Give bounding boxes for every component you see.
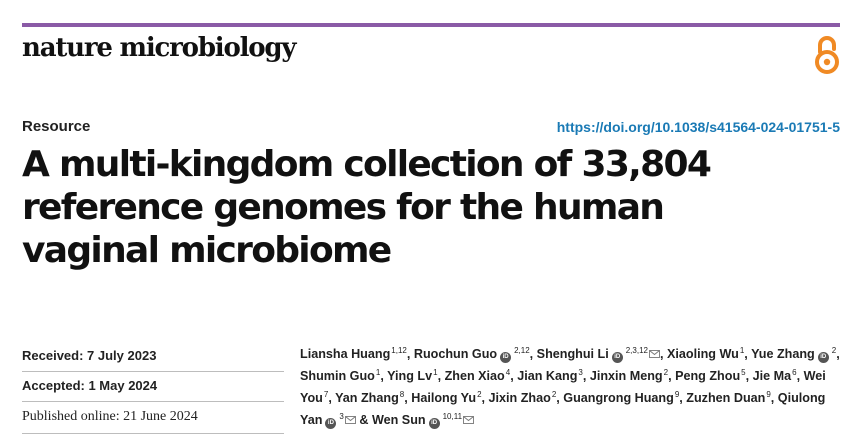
divider	[22, 371, 284, 372]
orcid-icon[interactable]: iD	[500, 352, 512, 363]
author-name: Qiulong Yan	[300, 391, 826, 427]
affiliation-marker: 4	[505, 368, 511, 377]
author-name: Ruochun Guo	[413, 347, 498, 361]
divider	[22, 433, 284, 434]
affiliation-marker: 1	[433, 368, 438, 377]
author-name: Shenghui Li	[536, 347, 609, 361]
published-row: Published online: 21 June 2024	[22, 409, 284, 434]
email-icon[interactable]	[344, 416, 356, 424]
author[interactable]: Wen Sun iD10,11	[371, 412, 474, 429]
affiliation-marker: 2	[551, 390, 557, 399]
author-name: Shumin Guo	[300, 369, 375, 383]
author-name: Yue Zhang	[751, 347, 815, 361]
author-name: Jixin Zhao	[488, 391, 551, 405]
author-name: Wei You	[300, 369, 826, 405]
author[interactable]: Jinxin Meng2	[589, 368, 669, 384]
author-name: Ying Lv	[387, 369, 433, 383]
open-access-icon	[815, 36, 839, 74]
journal-name: nature microbiology	[22, 33, 297, 63]
article-type: Resource	[22, 118, 91, 135]
author-name: Xiaoling Wu	[666, 347, 739, 361]
affiliation-marker: 1,12	[391, 346, 407, 355]
published-date: Published online: 21 June 2024	[22, 409, 198, 424]
author-name: Guangrong Huang	[563, 391, 674, 405]
title-line: vaginal microbiome	[22, 230, 392, 271]
affiliation-marker: 1	[375, 368, 381, 377]
author-name: Jian Kang	[517, 369, 578, 383]
affiliation-marker: 2	[663, 368, 669, 377]
affiliation-marker: 3	[578, 368, 583, 377]
author[interactable]: Yan Zhang8	[335, 390, 405, 406]
accepted-row: Accepted: 1 May 2024	[22, 378, 284, 402]
author[interactable]: Jian Kang3	[517, 368, 583, 384]
affiliation-marker: 3	[339, 412, 344, 421]
article-title: A multi-kingdom collection of 33,804 ref…	[22, 143, 782, 272]
author[interactable]: Hailong Yu2	[411, 390, 482, 406]
received-date: Received: 7 July 2023	[22, 348, 157, 363]
orcid-icon[interactable]: iD	[428, 418, 440, 429]
accepted-date: Accepted: 1 May 2024	[22, 378, 158, 393]
author-name: Jie Ma	[752, 369, 792, 383]
author-name: Hailong Yu	[411, 391, 477, 405]
affiliation-marker: 1	[739, 346, 745, 355]
author[interactable]: Ying Lv1	[387, 368, 438, 384]
author[interactable]: Jixin Zhao2	[488, 390, 557, 406]
author[interactable]: Wei You7	[300, 369, 826, 405]
author-list: Liansha Huang1,12, Ruochun Guo iD2,12, Sh…	[300, 346, 840, 429]
affiliation-marker: 7	[323, 390, 329, 399]
author[interactable]: Yue Zhang iD2	[751, 346, 837, 363]
author[interactable]: Peng Zhou5	[675, 368, 746, 384]
author-name: Zhen Xiao	[444, 369, 505, 383]
author[interactable]: Liansha Huang1,12	[300, 346, 407, 362]
affiliation-marker: 9	[674, 390, 680, 399]
divider	[22, 401, 284, 402]
affiliation-marker: 8	[399, 390, 405, 399]
affiliation-marker: 10,11	[442, 412, 463, 421]
author-name: Liansha Huang	[300, 347, 391, 361]
email-icon[interactable]	[649, 350, 660, 358]
affiliation-marker: 2,12	[514, 346, 530, 355]
affiliation-marker: 2	[477, 390, 482, 399]
affiliation-marker: 6	[792, 368, 797, 377]
author-name: Jinxin Meng	[589, 369, 663, 383]
received-row: Received: 7 July 2023	[22, 348, 284, 372]
email-icon[interactable]	[463, 416, 474, 424]
author-name: Zuzhen Duan	[686, 391, 766, 405]
author[interactable]: Guangrong Huang9	[563, 390, 680, 406]
affiliation-marker: 9	[766, 390, 771, 399]
author[interactable]: Jie Ma6	[752, 368, 797, 384]
author-name: Wen Sun	[371, 413, 426, 427]
affiliation-marker: 2,3,12	[625, 346, 648, 355]
author-name: Yan Zhang	[335, 391, 399, 405]
author[interactable]: Shenghui Li iD2,3,12	[536, 346, 660, 363]
affiliation-marker: 2	[831, 346, 837, 355]
author[interactable]: Zhen Xiao4	[444, 368, 511, 384]
author[interactable]: Ruochun Guo iD2,12	[413, 346, 530, 363]
journal-color-bar	[22, 23, 840, 27]
title-line: reference genomes for the human	[22, 187, 665, 228]
author[interactable]: Xiaoling Wu1	[666, 346, 745, 362]
doi-link[interactable]: https://doi.org/10.1038/s41564-024-01751…	[556, 119, 840, 135]
author[interactable]: Shumin Guo1	[300, 368, 381, 384]
orcid-icon[interactable]: iD	[817, 352, 829, 363]
author[interactable]: Zuzhen Duan9	[686, 390, 771, 406]
title-line: A multi-kingdom collection of 33,804	[22, 144, 712, 185]
author-name: Peng Zhou	[675, 369, 741, 383]
affiliation-marker: 5	[741, 368, 746, 377]
orcid-icon[interactable]: iD	[325, 418, 337, 429]
orcid-icon[interactable]: iD	[611, 352, 623, 363]
